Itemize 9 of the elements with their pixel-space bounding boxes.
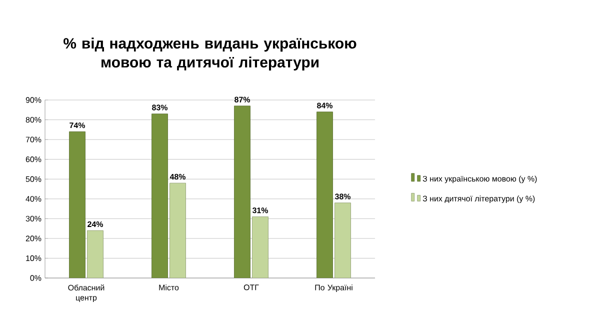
bar [252, 216, 268, 278]
bar [334, 202, 351, 278]
bar [87, 230, 104, 278]
bar [170, 182, 186, 278]
bar [69, 131, 86, 278]
bar [234, 106, 250, 278]
bar [152, 114, 168, 278]
chart-title: % від надходжень видань українською мовою та дитячої літератури [64, 38, 356, 70]
bar [316, 112, 333, 278]
